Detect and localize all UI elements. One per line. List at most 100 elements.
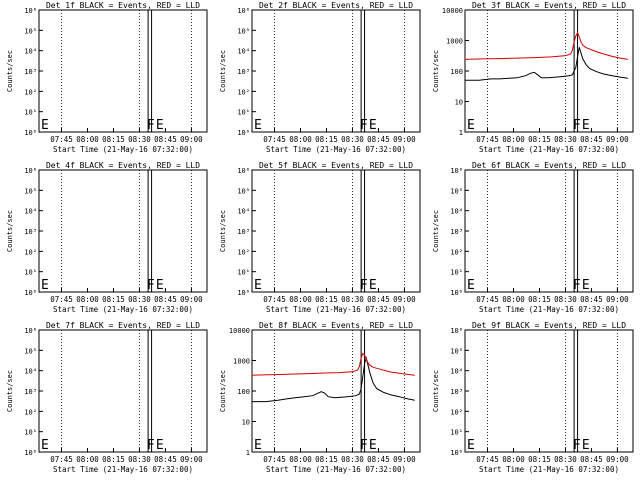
y-tick-label: 10⁶: [237, 7, 250, 15]
y-tick-label: 10³: [450, 388, 463, 396]
flare-label-e-left: E: [254, 118, 262, 133]
x-tick-label: 07:45: [476, 135, 499, 144]
x-tick-label: 08:00: [502, 295, 525, 304]
x-tick-label: 08:45: [580, 295, 603, 304]
detector-panel-det8: Det 8f BLACK = Events, RED = LLD E F E 1 10 10…: [213, 320, 426, 480]
y-tick-label: 10⁶: [450, 327, 463, 335]
plot-frame: [251, 9, 421, 133]
flare-label-f: F: [360, 118, 368, 133]
y-tick-label: 10¹: [450, 269, 463, 277]
y-tick-label: 10³: [24, 388, 37, 396]
y-tick-label: 10⁰: [237, 129, 250, 137]
series-events: [465, 47, 628, 81]
y-tick-label: 10⁶: [24, 327, 37, 335]
y-tick-label: 10⁶: [237, 167, 250, 175]
y-tick-label: 10⁴: [24, 48, 37, 56]
y-tick-label: 10⁴: [24, 368, 37, 376]
flare-label-f: F: [573, 438, 581, 453]
plot-frame: [38, 169, 208, 293]
x-axis-label: Start Time (21-May-16 07:32:00): [53, 465, 193, 474]
y-tick-label: 10⁶: [450, 167, 463, 175]
panel-title: Det 5f BLACK = Events, RED = LLD: [259, 161, 413, 170]
flare-label-e-left: E: [467, 278, 475, 293]
detector-panel-det5: Det 5f BLACK = Events, RED = LLD E F E 10⁰ 10…: [213, 160, 426, 320]
y-tick-label: 100: [450, 68, 463, 76]
x-tick-label: 09:00: [606, 135, 629, 144]
y-tick-label: 10²: [24, 88, 37, 96]
flare-label-f: F: [147, 438, 155, 453]
x-tick-label: 08:00: [502, 135, 525, 144]
x-tick-label: 07:45: [263, 455, 286, 464]
x-tick-label: 08:00: [502, 455, 525, 464]
x-tick-label: 09:00: [606, 295, 629, 304]
x-tick-label: 07:45: [476, 455, 499, 464]
x-tick-label: 09:00: [180, 135, 203, 144]
plot-frame: [464, 169, 634, 293]
y-tick-label: 10³: [450, 228, 463, 236]
y-tick-label: 10²: [450, 248, 463, 256]
flare-label-f: F: [360, 278, 368, 293]
flare-label-e-left: E: [467, 118, 475, 133]
y-axis-label: Counts/sec: [432, 210, 440, 252]
plot-frame: [464, 329, 634, 453]
plot-frame: [251, 169, 421, 293]
y-tick-label: 10²: [237, 248, 250, 256]
panel-title: Det 7f BLACK = Events, RED = LLD: [46, 321, 200, 330]
y-tick-label: 100: [237, 388, 250, 396]
x-tick-label: 09:00: [180, 455, 203, 464]
x-tick-label: 08:15: [102, 455, 125, 464]
y-tick-label: 10⁰: [24, 129, 37, 137]
y-tick-label: 1: [246, 449, 250, 457]
y-tick-label: 10³: [24, 68, 37, 76]
x-axis-label: Start Time (21-May-16 07:32:00): [266, 465, 406, 474]
y-axis-label: Counts/sec: [6, 210, 14, 252]
y-tick-label: 10⁰: [24, 289, 37, 297]
x-tick-label: 08:30: [554, 135, 577, 144]
y-tick-label: 1: [459, 129, 463, 137]
x-tick-label: 08:15: [528, 135, 551, 144]
flare-label-f: F: [573, 118, 581, 133]
flare-label-e: E: [369, 118, 377, 133]
x-tick-label: 08:45: [154, 455, 177, 464]
flare-label-f: F: [573, 278, 581, 293]
detector-panel-det9: Det 9f BLACK = Events, RED = LLD E F E 10⁰ 10…: [426, 320, 639, 480]
y-tick-label: 10⁶: [24, 167, 37, 175]
x-tick-label: 08:30: [128, 135, 151, 144]
x-tick-label: 08:15: [315, 455, 338, 464]
x-tick-label: 08:00: [76, 295, 99, 304]
y-tick-label: 10³: [24, 228, 37, 236]
x-tick-label: 08:30: [128, 295, 151, 304]
y-tick-label: 1000: [446, 38, 463, 46]
panel-title: Det 9f BLACK = Events, RED = LLD: [472, 321, 626, 330]
plot-frame: [251, 329, 421, 453]
x-tick-label: 08:15: [315, 135, 338, 144]
detector-panel-det7: Det 7f BLACK = Events, RED = LLD E F E 10⁰ 10…: [0, 320, 213, 480]
x-tick-label: 09:00: [393, 295, 416, 304]
y-axis-label: Counts/sec: [219, 50, 227, 92]
flare-label-f: F: [147, 278, 155, 293]
detector-panel-det6: Det 6f BLACK = Events, RED = LLD E F E 10⁰ 10…: [426, 160, 639, 320]
y-tick-label: 10000: [442, 7, 463, 15]
panel-title: Det 4f BLACK = Events, RED = LLD: [46, 161, 200, 170]
series-lld: [464, 31, 628, 60]
x-axis-label: Start Time (21-May-16 07:32:00): [266, 145, 406, 154]
x-tick-label: 07:45: [263, 135, 286, 144]
x-tick-label: 07:45: [50, 455, 73, 464]
y-tick-label: 10¹: [24, 109, 37, 117]
y-tick-label: 10000: [229, 327, 250, 335]
x-tick-label: 08:00: [289, 295, 312, 304]
detector-panel-det3: Det 3f BLACK = Events, RED = LLD E F E 1 10 10…: [426, 0, 639, 160]
y-tick-label: 10⁵: [450, 187, 463, 195]
detector-panel-det4: Det 4f BLACK = Events, RED = LLD E F E 10⁰ 10…: [0, 160, 213, 320]
plot-frame: [464, 9, 634, 133]
x-tick-label: 08:45: [580, 455, 603, 464]
x-tick-label: 08:30: [554, 295, 577, 304]
x-tick-label: 08:30: [341, 455, 364, 464]
y-tick-label: 10⁵: [24, 27, 37, 35]
y-tick-label: 10¹: [237, 269, 250, 277]
flare-label-e-left: E: [41, 438, 49, 453]
y-tick-label: 10²: [450, 408, 463, 416]
